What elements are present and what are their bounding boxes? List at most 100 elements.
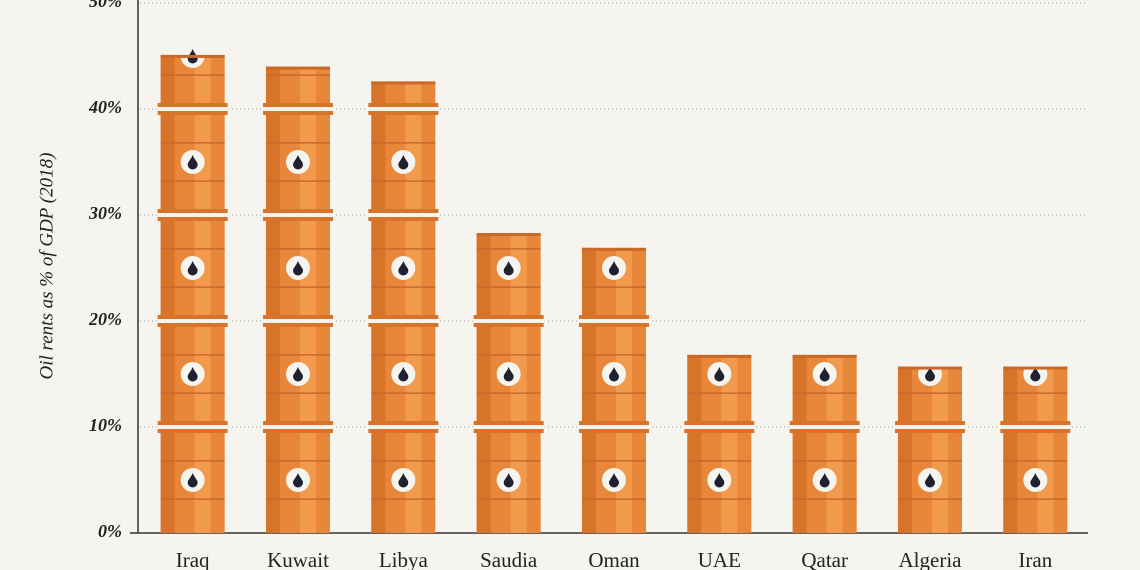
barrel-icon bbox=[398, 367, 409, 382]
barrel-rim bbox=[157, 217, 228, 221]
barrel-rim bbox=[368, 103, 439, 107]
barrel-icon bbox=[609, 261, 619, 276]
barrel-rim bbox=[368, 323, 439, 327]
barrel-gap bbox=[156, 425, 229, 429]
barrel-icon bbox=[503, 367, 514, 382]
barrel-lid bbox=[160, 54, 225, 58]
barrel-rim bbox=[473, 323, 544, 327]
x-tick-label: UAE bbox=[698, 548, 741, 570]
barrel-icon bbox=[503, 261, 514, 276]
barrel-rim bbox=[473, 429, 544, 433]
barrel-gap bbox=[472, 319, 545, 323]
barrel-gap bbox=[367, 213, 440, 217]
x-tick-label: Kuwait bbox=[267, 548, 329, 570]
barrel-rim bbox=[263, 209, 333, 213]
barrel-rim bbox=[684, 429, 755, 433]
barrel-gap bbox=[999, 425, 1072, 429]
barrel-lid bbox=[371, 81, 436, 85]
barrel-icon bbox=[609, 473, 619, 488]
bar-shade bbox=[160, 54, 175, 533]
barrel-rim bbox=[368, 209, 439, 213]
barrel-gap bbox=[578, 425, 650, 429]
barrel-rim bbox=[579, 429, 649, 433]
barrel-rim bbox=[579, 323, 649, 327]
barrel-lid bbox=[266, 66, 330, 70]
barrel-rim bbox=[368, 315, 439, 319]
bar-highlight bbox=[194, 54, 211, 533]
barrel-rim bbox=[157, 111, 228, 115]
barrel-rim bbox=[263, 103, 333, 107]
barrel-rim bbox=[1000, 429, 1071, 433]
barrel-icon bbox=[293, 367, 303, 382]
barrel-rim bbox=[263, 429, 333, 433]
barrel-gap bbox=[367, 319, 440, 323]
barrel-rim bbox=[368, 111, 439, 115]
barrel-rim bbox=[473, 421, 544, 425]
x-tick-label: Iran bbox=[1018, 548, 1052, 570]
x-tick-label: Iraq bbox=[176, 548, 210, 570]
barrel-icon bbox=[187, 473, 198, 488]
barrel-gap bbox=[367, 107, 440, 111]
barrel-lid bbox=[582, 247, 646, 251]
barrel-icon bbox=[503, 473, 514, 488]
bar-shade bbox=[792, 354, 807, 533]
bar-shade bbox=[582, 247, 596, 534]
barrel-rim bbox=[157, 209, 228, 213]
barrel-lid bbox=[476, 233, 541, 237]
barrel-rim bbox=[368, 217, 439, 221]
y-tick-label: 0% bbox=[98, 521, 122, 541]
barrel-lid bbox=[898, 366, 962, 370]
barrel-rim bbox=[789, 429, 860, 433]
barrel-icon bbox=[1030, 367, 1041, 382]
barrel-icon bbox=[714, 367, 725, 382]
barrel-icon bbox=[398, 261, 409, 276]
barrel-gap bbox=[262, 319, 334, 323]
barrel-gap bbox=[156, 319, 229, 323]
barrel-rim bbox=[895, 429, 965, 433]
bar-highlight bbox=[510, 233, 527, 533]
barrel-gap bbox=[156, 213, 229, 217]
barrel-gap bbox=[788, 425, 861, 429]
barrel-icon bbox=[1030, 473, 1041, 488]
barrel-icon bbox=[714, 473, 725, 488]
barrel-icon bbox=[819, 367, 830, 382]
barrel-icon bbox=[187, 261, 198, 276]
barrel-icon bbox=[293, 155, 303, 170]
y-axis-label: Oil rents as % of GDP (2018) bbox=[36, 153, 57, 380]
barrel-gap bbox=[367, 425, 440, 429]
barrel-lid bbox=[687, 354, 752, 358]
bar-highlight bbox=[300, 66, 316, 533]
barrel-rim bbox=[263, 315, 333, 319]
y-tick-label: 20% bbox=[88, 309, 122, 329]
barrel-icon bbox=[398, 473, 409, 488]
x-tick-label: Algeria bbox=[899, 548, 963, 570]
y-tick-label: 50% bbox=[89, 0, 122, 11]
barrel-rim bbox=[263, 323, 333, 327]
barrel-rim bbox=[157, 421, 228, 425]
bar-highlight bbox=[405, 81, 422, 533]
barrel-icon bbox=[187, 155, 198, 170]
barrel-rim bbox=[1000, 421, 1071, 425]
barrel-rim bbox=[473, 315, 544, 319]
barrel-icon bbox=[925, 473, 935, 488]
bar-highlight bbox=[1037, 366, 1054, 533]
barrel-icon bbox=[609, 367, 619, 382]
barrel-rim bbox=[789, 421, 860, 425]
barrel-rim bbox=[368, 429, 439, 433]
barrel-gap bbox=[578, 319, 650, 323]
bar-shade bbox=[371, 81, 386, 533]
barrel-gap bbox=[683, 425, 756, 429]
bar-shade bbox=[1003, 366, 1018, 533]
barrel-icon bbox=[293, 473, 303, 488]
barrel-rim bbox=[157, 315, 228, 319]
barrel-rim bbox=[579, 421, 649, 425]
x-tick-label: Oman bbox=[588, 548, 640, 570]
barrel-icon bbox=[187, 367, 198, 382]
barrel-icon bbox=[293, 261, 303, 276]
y-tick-label: 40% bbox=[88, 97, 122, 117]
barrel-rim bbox=[157, 429, 228, 433]
barrel-gap bbox=[262, 213, 334, 217]
barrel-gap bbox=[262, 107, 334, 111]
barrel-gap bbox=[894, 425, 966, 429]
